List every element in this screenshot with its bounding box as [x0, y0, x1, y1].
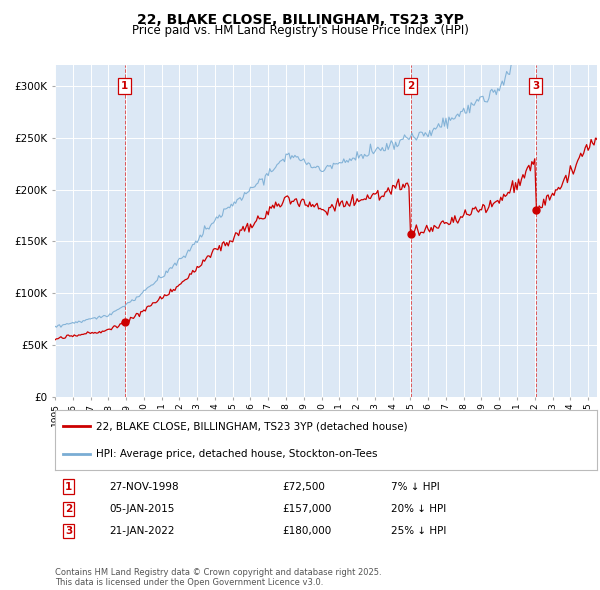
Text: 3: 3: [65, 526, 72, 536]
Text: HPI: Average price, detached house, Stockton-on-Tees: HPI: Average price, detached house, Stoc…: [95, 449, 377, 459]
Text: 20% ↓ HPI: 20% ↓ HPI: [391, 504, 446, 514]
Text: 22, BLAKE CLOSE, BILLINGHAM, TS23 3YP: 22, BLAKE CLOSE, BILLINGHAM, TS23 3YP: [137, 13, 463, 27]
Text: £157,000: £157,000: [283, 504, 332, 514]
Text: 25% ↓ HPI: 25% ↓ HPI: [391, 526, 446, 536]
Text: 05-JAN-2015: 05-JAN-2015: [109, 504, 175, 514]
Text: 1: 1: [121, 81, 128, 91]
Text: Contains HM Land Registry data © Crown copyright and database right 2025.
This d: Contains HM Land Registry data © Crown c…: [55, 568, 382, 587]
Text: Price paid vs. HM Land Registry's House Price Index (HPI): Price paid vs. HM Land Registry's House …: [131, 24, 469, 37]
Text: 2: 2: [65, 504, 72, 514]
Text: 7% ↓ HPI: 7% ↓ HPI: [391, 481, 440, 491]
Text: 22, BLAKE CLOSE, BILLINGHAM, TS23 3YP (detached house): 22, BLAKE CLOSE, BILLINGHAM, TS23 3YP (d…: [95, 421, 407, 431]
Text: £180,000: £180,000: [283, 526, 332, 536]
Text: 2: 2: [407, 81, 415, 91]
Text: £72,500: £72,500: [283, 481, 326, 491]
Text: 21-JAN-2022: 21-JAN-2022: [109, 526, 175, 536]
Text: 27-NOV-1998: 27-NOV-1998: [109, 481, 179, 491]
Text: 1: 1: [65, 481, 72, 491]
Text: 3: 3: [532, 81, 539, 91]
